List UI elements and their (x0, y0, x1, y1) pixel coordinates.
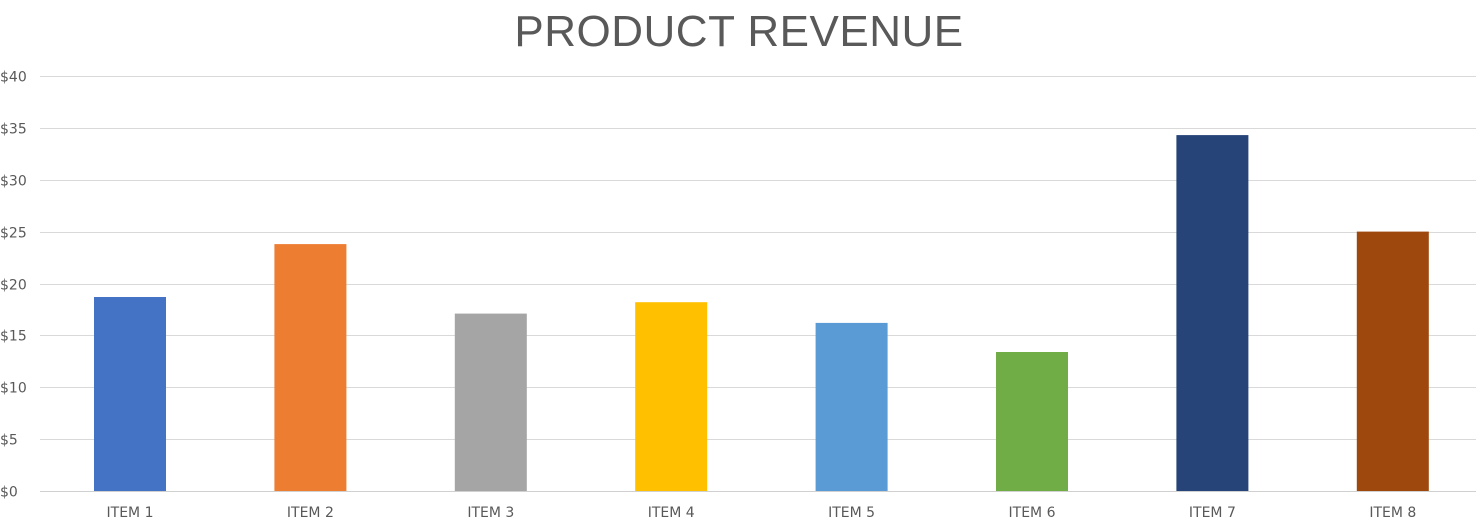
bar-item-6 (996, 352, 1068, 491)
bar-item-1 (94, 297, 166, 491)
x-tick-label: ITEM 6 (1009, 505, 1056, 521)
x-tick-label: ITEM 7 (1189, 505, 1236, 521)
bar-item-8 (1356, 231, 1429, 491)
bar-item-2 (274, 244, 347, 491)
x-tick-label: ITEM 1 (107, 505, 154, 521)
y-tick-label: $40 (0, 70, 27, 86)
x-tick-label: ITEM 3 (467, 505, 514, 521)
x-tick-label: ITEM 4 (648, 505, 695, 521)
x-axis-ticks: ITEM 1 ITEM 2 ITEM 3 ITEM 4 ITEM 5 ITEM 6 ITEM… (107, 505, 1417, 521)
y-tick-label: $35 (0, 122, 27, 138)
bar-item-7 (1176, 135, 1249, 491)
y-tick-label: $20 (0, 278, 27, 294)
bar-item-5 (815, 322, 888, 491)
bar-item-3 (454, 313, 527, 491)
y-tick-label: $0 (0, 485, 18, 501)
y-axis-ticks: $0 $5 $10 $15 $20 $25 $30 $35 $40 (0, 70, 27, 501)
bars (94, 135, 1429, 491)
y-tick-label: $15 (0, 329, 27, 345)
y-tick-label: $10 (0, 381, 27, 397)
x-tick-label: ITEM 2 (287, 505, 334, 521)
y-tick-label: $30 (0, 174, 27, 190)
x-tick-label: ITEM 5 (828, 505, 875, 521)
gridlines (40, 76, 1476, 492)
y-tick-label: $5 (0, 433, 18, 449)
y-tick-label: $25 (0, 226, 27, 242)
x-tick-label: ITEM 8 (1369, 505, 1416, 521)
chart-title: PRODUCT REVENUE (514, 7, 964, 56)
bar-item-4 (635, 302, 708, 491)
